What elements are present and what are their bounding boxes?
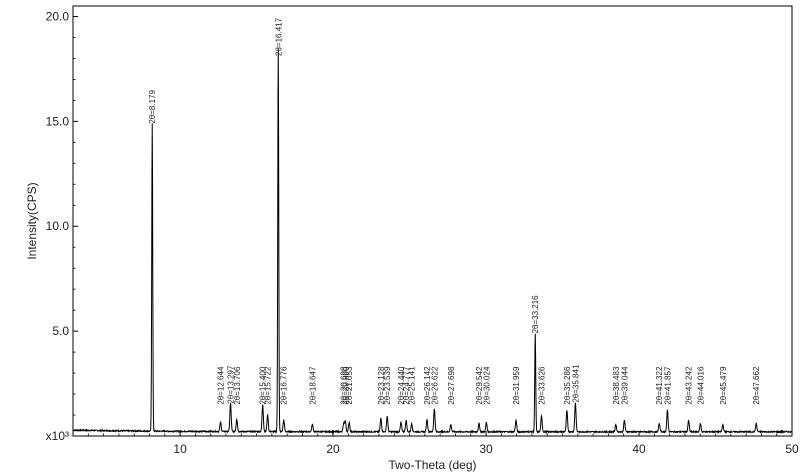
y-tick-label: 15.0 bbox=[46, 114, 70, 128]
peak-label: 2θ=30.024 bbox=[482, 366, 491, 405]
peak-label: 2θ=25.141 bbox=[408, 366, 417, 405]
peak-label: 2θ=24.440 bbox=[397, 366, 406, 405]
peak-label: 2θ=26.622 bbox=[430, 366, 439, 405]
peak-label: 2θ=12.644 bbox=[217, 366, 226, 405]
y-axis-title: Intensity(CPS) bbox=[25, 182, 39, 259]
peak-label: 2θ=13.297 bbox=[227, 365, 236, 404]
peak-label: 2θ=15.400 bbox=[259, 366, 268, 405]
peak-label: 2θ=23.539 bbox=[383, 366, 392, 405]
peak-label: 2θ=20.800 bbox=[341, 366, 350, 405]
peak-label: 2θ=20.698 bbox=[340, 366, 349, 405]
peak-label: 2θ=27.698 bbox=[447, 366, 456, 405]
peak-label: 2θ=47.662 bbox=[752, 366, 761, 405]
peak-label: 2θ=35.841 bbox=[571, 364, 580, 403]
diffraction-trace bbox=[72, 47, 793, 435]
peak-label: 2θ=21.053 bbox=[345, 366, 354, 405]
peak-label: 2θ=13.706 bbox=[233, 366, 242, 405]
peak-label: 2θ=45.479 bbox=[719, 366, 728, 405]
peak-label: 2θ=35.286 bbox=[563, 366, 572, 405]
y-multiplier-label: x10³ bbox=[46, 429, 69, 443]
x-tick-label: 50 bbox=[785, 442, 799, 456]
peak-label: 2θ=43.242 bbox=[685, 366, 694, 405]
x-tick-label: 40 bbox=[632, 442, 646, 456]
peak-label: 2θ=16.417 bbox=[274, 17, 283, 56]
peak-label: 2θ=41.857 bbox=[663, 366, 672, 405]
y-tick-label: 5.0 bbox=[52, 324, 69, 338]
peak-label: 2θ=15.722 bbox=[264, 366, 273, 405]
x-axis-title: Two-Theta (deg) bbox=[388, 458, 476, 472]
x-tick-label: 10 bbox=[173, 442, 187, 456]
peak-label: 2θ=41.322 bbox=[655, 366, 664, 405]
peak-label: 2θ=44.016 bbox=[696, 366, 705, 405]
y-tick-label: 10.0 bbox=[46, 219, 70, 233]
peak-label: 2θ=18.647 bbox=[308, 366, 317, 405]
plot-area-border bbox=[72, 5, 793, 437]
y-tick-label: 20.0 bbox=[46, 9, 70, 23]
peak-label: 2θ=29.542 bbox=[475, 366, 484, 405]
peak-label: 2θ=31.959 bbox=[512, 366, 521, 405]
peak-label: 2θ=38.483 bbox=[612, 366, 621, 405]
x-tick-label: 30 bbox=[479, 442, 493, 456]
peak-label: 2θ=33.216 bbox=[531, 295, 540, 334]
diffraction-trace-group bbox=[72, 47, 793, 435]
peak-label: 2θ=8.179 bbox=[148, 90, 157, 124]
peak-label: 2θ=33.626 bbox=[538, 366, 547, 405]
peak-label: 2θ=24.777 bbox=[402, 366, 411, 405]
peak-label: 2θ=26.142 bbox=[423, 366, 432, 405]
peak-label: 2θ=16.776 bbox=[280, 366, 289, 405]
plot-frame bbox=[72, 5, 793, 437]
peak-label: 2θ=23.128 bbox=[377, 366, 386, 405]
x-tick-label: 20 bbox=[326, 442, 340, 456]
peak-label: 2θ=39.044 bbox=[620, 366, 629, 405]
axis-ticks: 10 20 30 40 50 5.0 10.0 15.0 20.0 bbox=[46, 9, 799, 456]
